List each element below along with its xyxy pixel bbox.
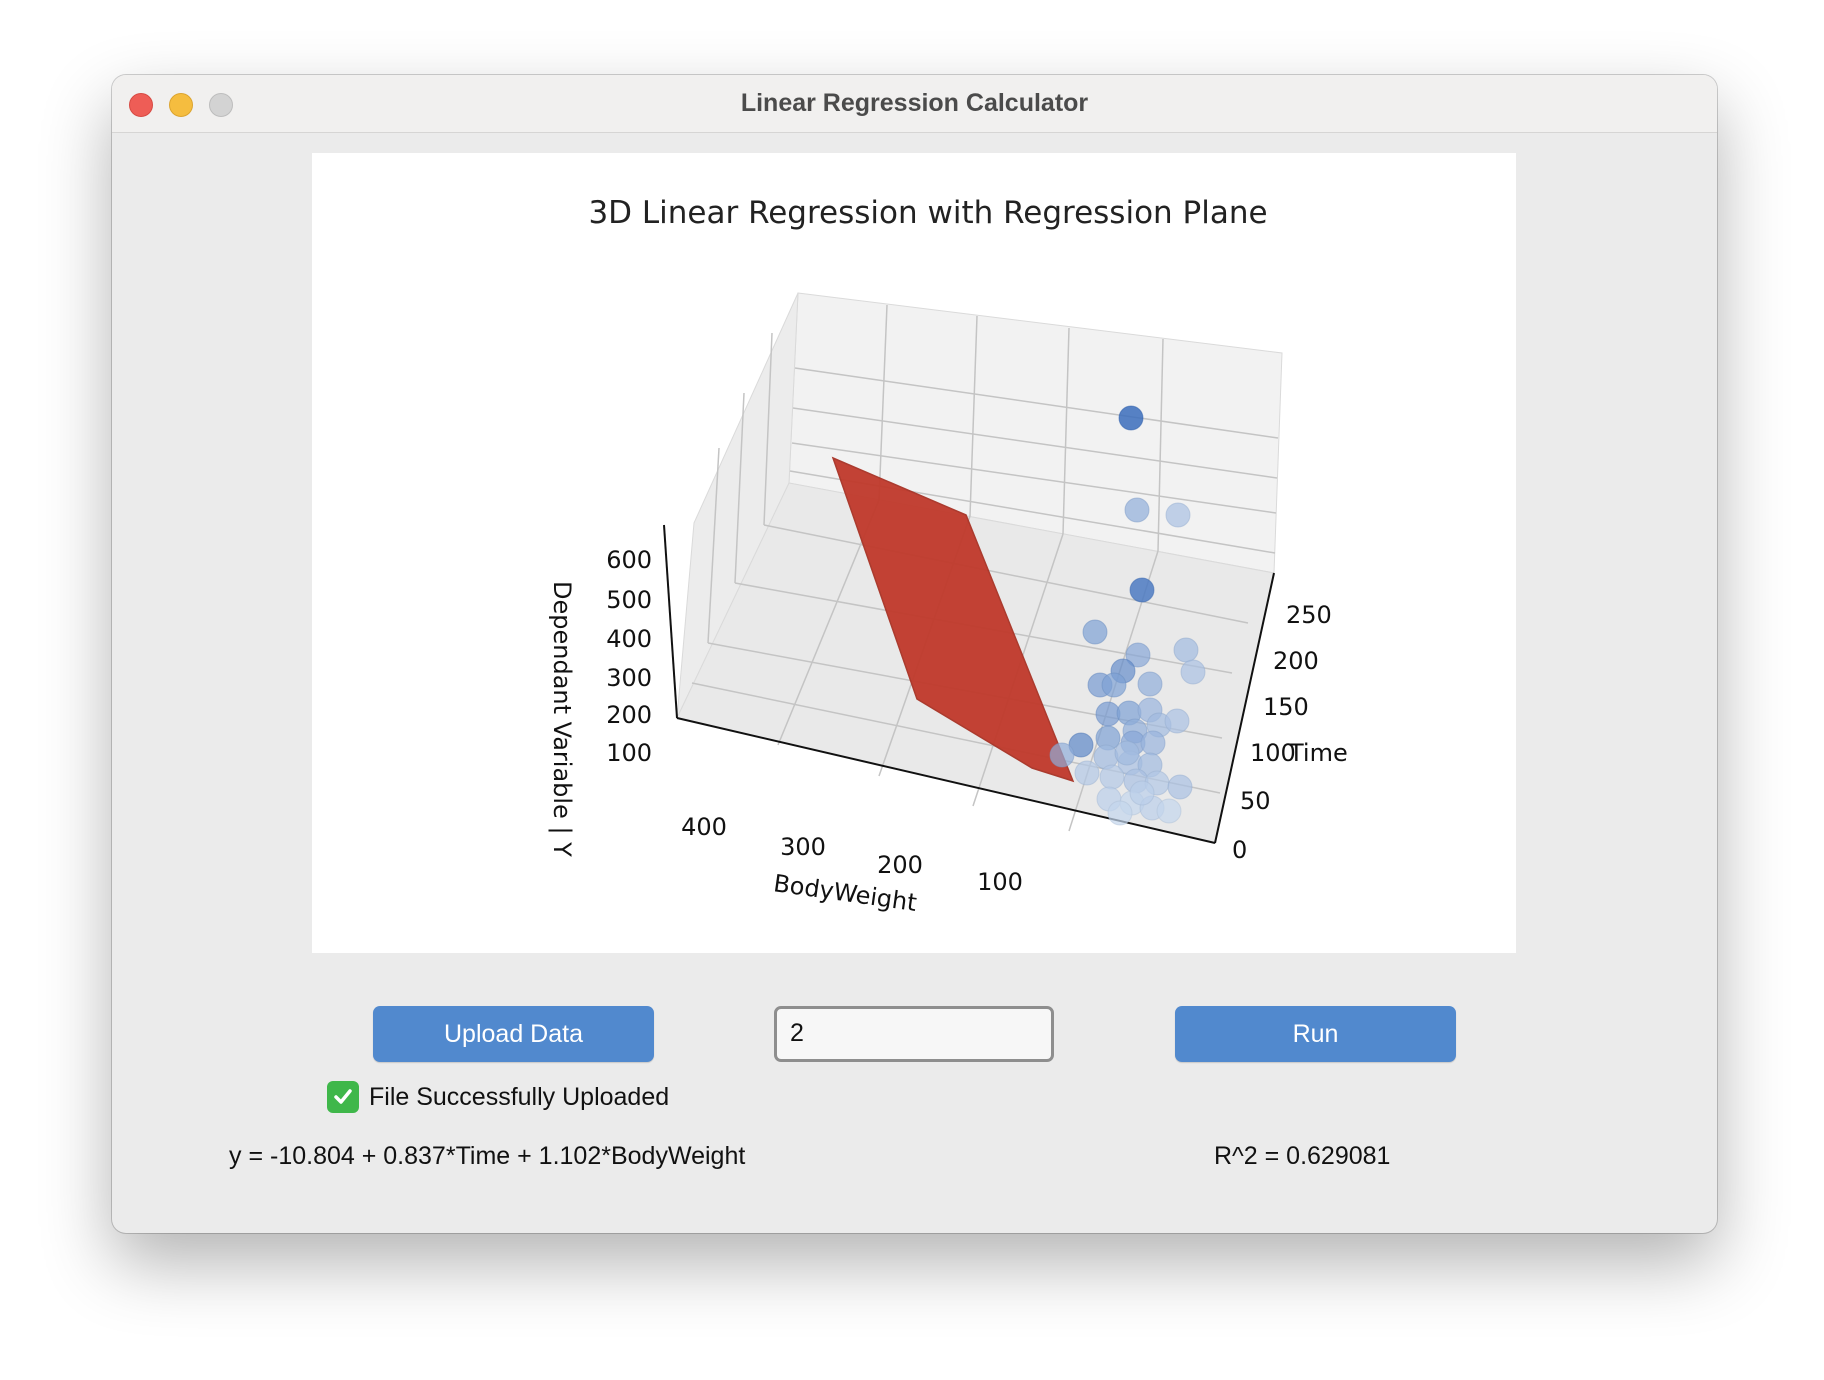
data-point bbox=[1165, 502, 1191, 528]
data-point bbox=[1118, 405, 1144, 431]
data-point bbox=[1095, 701, 1121, 727]
time-axis-label: Time bbox=[1288, 739, 1348, 767]
time-tick-label: 50 bbox=[1240, 787, 1271, 815]
bodyweight-tick-label: 300 bbox=[780, 833, 826, 861]
upload-status: File Successfully Uploaded bbox=[327, 1081, 669, 1113]
time-tick-label: 0 bbox=[1232, 836, 1247, 864]
title-bar: Linear Regression Calculator bbox=[112, 75, 1717, 133]
chart-title: 3D Linear Regression with Regression Pla… bbox=[588, 195, 1267, 231]
bodyweight-tick-label: 200 bbox=[877, 851, 923, 879]
data-point bbox=[1114, 740, 1140, 766]
zoom-window-button[interactable] bbox=[209, 93, 233, 117]
time-tick-label: 150 bbox=[1263, 693, 1309, 721]
data-point bbox=[1107, 800, 1133, 826]
regression-equation: y = -10.804 + 0.837*Time + 1.102*BodyWei… bbox=[229, 1142, 746, 1170]
regression-plot-canvas: 3D Linear Regression with Regression Pla… bbox=[548, 195, 1348, 917]
data-point bbox=[1125, 642, 1151, 668]
data-point bbox=[1124, 497, 1150, 523]
bodyweight-axis-ticks: 400 300 200 100 bbox=[681, 813, 1023, 896]
z-tick-label: 100 bbox=[606, 739, 652, 767]
data-point bbox=[1129, 577, 1155, 603]
upload-status-text: File Successfully Uploaded bbox=[369, 1082, 670, 1111]
data-point bbox=[1156, 798, 1182, 824]
data-point bbox=[1137, 671, 1163, 697]
run-button[interactable]: Run bbox=[1175, 1006, 1456, 1062]
close-window-button[interactable] bbox=[129, 93, 153, 117]
data-point bbox=[1173, 637, 1199, 663]
z-tick-label: 300 bbox=[606, 664, 652, 692]
time-tick-label: 100 bbox=[1250, 739, 1296, 767]
data-point bbox=[1164, 708, 1190, 734]
z-tick-label: 500 bbox=[606, 586, 652, 614]
data-point bbox=[1101, 672, 1127, 698]
data-point bbox=[1099, 764, 1125, 790]
z-axis-label: Dependant Variable | Y bbox=[548, 581, 576, 857]
data-point bbox=[1140, 730, 1166, 756]
data-point bbox=[1049, 742, 1075, 768]
app-window: Linear Regression Calculator 3D Linear R… bbox=[112, 75, 1717, 1233]
z-axis-ticks: 600 500 400 300 200 100 bbox=[606, 546, 652, 767]
upload-data-button[interactable]: Upload Data bbox=[373, 1006, 654, 1062]
z-tick-label: 600 bbox=[606, 546, 652, 574]
check-icon bbox=[327, 1081, 359, 1113]
data-point bbox=[1180, 659, 1206, 685]
z-tick-label: 400 bbox=[606, 625, 652, 653]
window-title: Linear Regression Calculator bbox=[740, 89, 1089, 117]
bodyweight-tick-label: 100 bbox=[977, 868, 1023, 896]
minimize-window-button[interactable] bbox=[169, 93, 193, 117]
data-point bbox=[1074, 760, 1100, 786]
z-tick-label: 200 bbox=[606, 701, 652, 729]
parameter-input[interactable]: 2 bbox=[774, 1006, 1054, 1062]
bodyweight-tick-label: 400 bbox=[681, 813, 727, 841]
regression-plane bbox=[831, 456, 1075, 783]
regression-plot: 3D Linear Regression with Regression Pla… bbox=[312, 153, 1516, 953]
time-axis-ticks: 250 200 150 100 50 0 bbox=[1232, 601, 1332, 864]
data-points bbox=[1049, 405, 1206, 826]
data-point bbox=[1082, 619, 1108, 645]
data-point bbox=[1167, 774, 1193, 800]
time-tick-label: 250 bbox=[1286, 601, 1332, 629]
time-tick-label: 200 bbox=[1273, 647, 1319, 675]
data-point bbox=[1129, 780, 1155, 806]
r-squared-value: R^2 = 0.629081 bbox=[1214, 1142, 1391, 1170]
